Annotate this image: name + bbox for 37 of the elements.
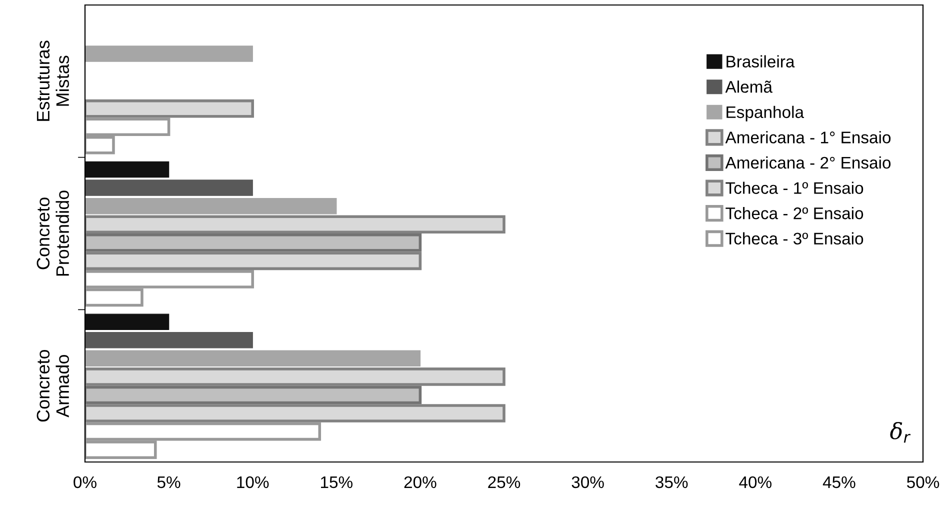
legend-label: Tcheca - 2º Ensaio xyxy=(726,206,864,220)
y-tick-label: Concreto Armado xyxy=(36,350,70,422)
bar xyxy=(85,252,422,270)
bar xyxy=(85,350,421,367)
legend-label: Americana - 2° Ensaio xyxy=(725,156,891,169)
y-tick-label: Concreto Protendido xyxy=(36,190,70,276)
x-tick-label: 35% xyxy=(656,476,688,488)
legend-label: Americana - 1° Ensaio xyxy=(725,131,891,144)
legend-label: Alemã xyxy=(725,80,772,93)
bar xyxy=(85,332,253,348)
legend-label: Tcheca - 3º Ensaio xyxy=(726,232,864,245)
x-tick-label: 50% xyxy=(906,476,940,488)
x-tick-label: 10% xyxy=(237,476,269,488)
bar xyxy=(85,368,506,386)
bar xyxy=(85,198,337,214)
x-tick-label: 30% xyxy=(572,476,604,488)
x-tick-label: 0% xyxy=(74,476,96,488)
bar xyxy=(85,161,170,178)
bar xyxy=(85,180,253,196)
x-tick-label: 25% xyxy=(488,476,520,488)
x-tick-label: 5% xyxy=(157,476,180,488)
x-tick-label: 20% xyxy=(404,476,436,488)
x-tick-label: 45% xyxy=(822,476,856,488)
x-axis-title: δ$_{r}$ xyxy=(890,422,911,443)
bar xyxy=(85,233,422,252)
bar xyxy=(85,404,506,422)
legend-label: Brasileira xyxy=(726,55,795,68)
bar xyxy=(85,386,422,404)
y-tick-label: Estruturas Mistas xyxy=(36,40,70,121)
bar xyxy=(85,46,253,62)
bar xyxy=(85,99,254,118)
x-tick-label: 15% xyxy=(320,476,352,488)
legend-label: Tcheca - 1º Ensaio xyxy=(726,182,864,194)
x-tick-label: 40% xyxy=(739,476,772,488)
legend-label: Espanhola xyxy=(726,106,804,122)
bar xyxy=(85,215,506,234)
bar xyxy=(85,314,170,330)
